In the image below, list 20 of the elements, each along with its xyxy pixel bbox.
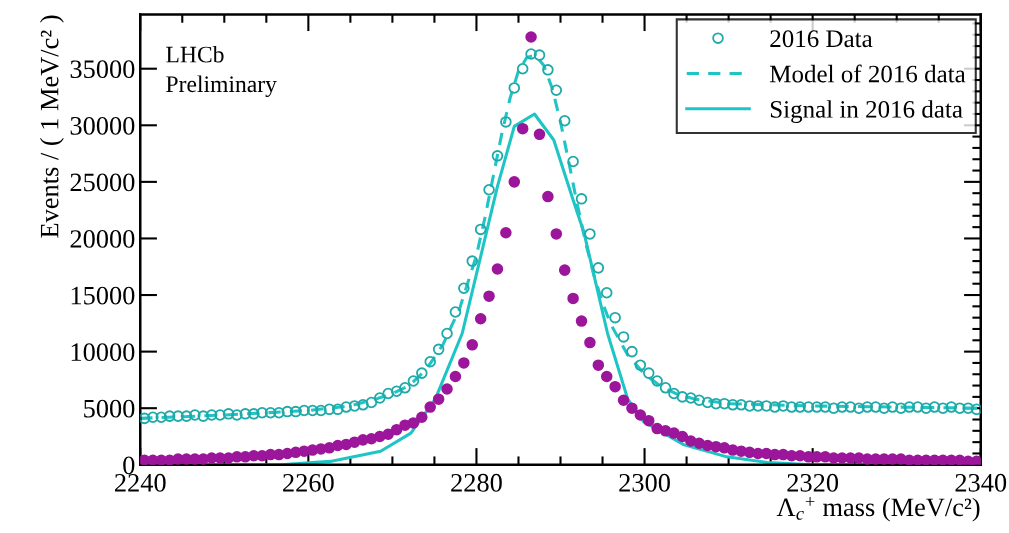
x-tick-label: 2260 [283, 473, 334, 492]
y-tick-label: 20000 [70, 230, 135, 248]
y-tick-label: 30000 [70, 116, 135, 135]
y-tick-label: 15000 [71, 286, 135, 305]
y-axis-title: Events / ( 1 MeV/c² ) [39, 15, 64, 238]
x-tick-label: 2320 [787, 473, 839, 492]
y-tick-label: 10000 [71, 343, 135, 362]
annotation: LHCb Preliminary [166, 45, 277, 97]
x-tick-label: 2240 [115, 473, 166, 492]
legend-label: 2016 Data [770, 30, 873, 48]
y-tick-label: 0 [123, 456, 135, 475]
x-tick-label: 2300 [619, 473, 670, 492]
x-tick-label: 2340 [955, 473, 1007, 492]
legend-label: Signal in 2016 data [770, 100, 963, 123]
legend-label: Model of 2016 data [769, 64, 966, 83]
x-tick-label: 2280 [451, 473, 502, 492]
y-tick-label: 25000 [70, 173, 135, 192]
x-axis-title: Λ$_{c}$$^{+}$ mass (MeV/c²) [776, 497, 980, 522]
y-tick-label: 5000 [84, 399, 135, 418]
y-tick-label: 35000 [70, 60, 135, 79]
